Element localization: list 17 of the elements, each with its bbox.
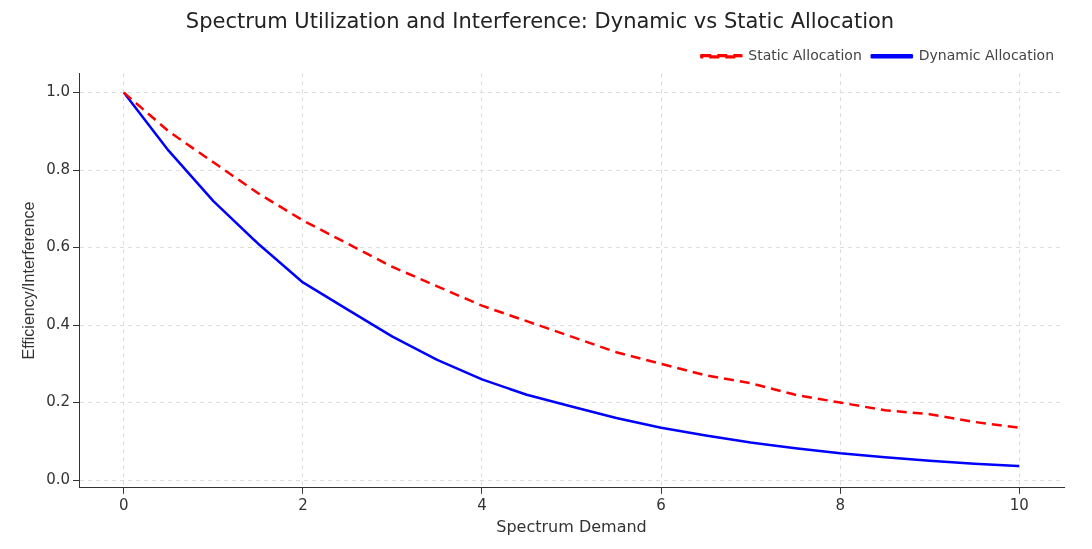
y-tick-label: 0.8 <box>46 159 71 178</box>
y-axis-title: Efficiency/Interference <box>20 201 38 360</box>
x-tick-label: 4 <box>477 495 487 514</box>
y-tick-label: 1.0 <box>46 82 71 101</box>
x-tick-label: 8 <box>835 495 845 514</box>
y-tick-label: 0.2 <box>46 392 71 411</box>
y-tick-label: 0.0 <box>46 469 71 488</box>
x-tick-label: 10 <box>1009 495 1029 514</box>
y-tick-label: 0.6 <box>46 237 71 256</box>
legend-label: Static Allocation <box>748 46 862 63</box>
x-tick-label: 2 <box>298 495 308 514</box>
x-axis-title: Spectrum Demand <box>496 516 647 536</box>
y-tick-label: 0.4 <box>46 314 71 333</box>
chart-title: Spectrum Utilization and Interference: Dynamic vs Static Allocation <box>185 9 895 34</box>
legend-label: Dynamic Allocation <box>918 46 1055 63</box>
x-tick-label: 0 <box>119 495 129 514</box>
x-tick-label: 6 <box>656 495 666 514</box>
